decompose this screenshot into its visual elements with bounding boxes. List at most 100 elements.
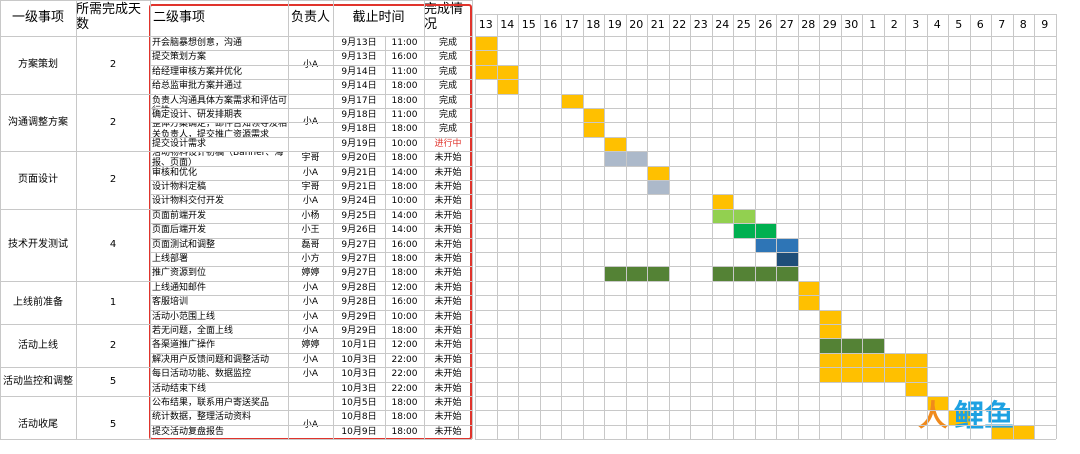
task-name[interactable]: 客服培训 [152,297,189,308]
task-name[interactable]: 确定设计、研发排期表 [152,110,243,121]
task-date[interactable]: 9月24日 [341,196,377,207]
date-column-header[interactable]: 21 [650,17,665,31]
task-time[interactable]: 18:00 [391,268,418,279]
task-name[interactable]: 推广资源到位 [152,268,207,279]
task-owner[interactable]: 小A [302,196,319,207]
task-date[interactable]: 9月28日 [341,297,377,308]
task-status[interactable]: 完成 [438,52,457,63]
date-column-header[interactable]: 22 [672,17,687,31]
task-name[interactable]: 页面后端开发 [152,225,207,236]
task-status[interactable]: 未开始 [434,369,462,380]
group-days[interactable]: 2 [109,339,117,351]
header-status[interactable]: 完成情况 [424,2,464,32]
task-name[interactable]: 提交设计需求 [152,138,207,149]
task-status[interactable]: 完成 [438,66,457,77]
merged-owner[interactable]: 小A [302,117,319,128]
task-name[interactable]: 审核和优化 [152,167,198,178]
task-status[interactable]: 未开始 [434,268,462,279]
task-time[interactable]: 10:00 [391,196,418,207]
task-status[interactable]: 未开始 [434,153,462,164]
task-date[interactable]: 9月29日 [341,326,377,337]
group-name[interactable]: 沟通调整方案 [8,116,68,128]
task-name[interactable]: 若无问题，全面上线 [152,326,234,337]
task-status[interactable]: 未开始 [434,426,462,437]
task-name[interactable]: 公布结果，联系用户寄送奖品 [152,398,270,409]
task-date[interactable]: 9月27日 [341,268,377,279]
task-status[interactable]: 未开始 [434,354,462,365]
task-status[interactable]: 未开始 [434,254,462,265]
group-name[interactable]: 方案策划 [18,59,58,71]
group-days[interactable]: 2 [109,59,117,71]
task-owner[interactable]: 小A [302,282,319,293]
task-owner[interactable]: 小A [302,167,319,178]
task-time[interactable]: 12:00 [391,282,418,293]
task-date[interactable]: 9月14日 [341,81,377,92]
task-name[interactable]: 整体方案确定，邮件告知领导及相关负责人，提交推广资源需求 [152,122,288,137]
task-date[interactable]: 9月27日 [341,254,377,265]
task-owner[interactable]: 宇哥 [301,182,320,193]
task-date[interactable]: 9月13日 [341,52,377,63]
task-time[interactable]: 16:00 [391,52,418,63]
task-time[interactable]: 18:00 [391,254,418,265]
task-time[interactable]: 14:00 [391,167,418,178]
task-owner[interactable]: 小杨 [301,210,320,221]
group-name[interactable]: 页面设计 [18,174,58,186]
task-status[interactable]: 未开始 [434,340,462,351]
group-days[interactable]: 1 [109,296,117,308]
task-owner[interactable]: 小A [302,326,319,337]
task-status[interactable]: 完成 [438,110,457,121]
group-name[interactable]: 技术开发测试 [8,239,68,251]
date-column-header[interactable]: 27 [779,17,794,31]
task-status[interactable]: 未开始 [434,210,462,221]
date-column-header[interactable]: 2 [890,17,898,31]
task-date[interactable]: 10月5日 [341,398,377,409]
task-date[interactable]: 10月3日 [341,354,377,365]
task-time[interactable]: 10:00 [391,138,418,149]
task-name[interactable]: 和产品、研发、设计、推广等相关负责人沟通具体方案需求和评估可行性 [152,94,288,108]
date-column-header[interactable]: 23 [693,17,708,31]
task-name[interactable]: 活动结束下线 [152,383,207,394]
date-column-header[interactable]: 25 [736,17,751,31]
task-time[interactable]: 18:00 [391,426,418,437]
task-date[interactable]: 9月21日 [341,167,377,178]
task-status[interactable]: 未开始 [434,182,462,193]
task-date[interactable]: 10月1日 [341,340,377,351]
task-time[interactable]: 18:00 [391,153,418,164]
task-owner[interactable]: 磊哥 [301,239,320,250]
task-owner[interactable]: 小A [302,354,319,365]
task-time[interactable]: 18:00 [391,326,418,337]
task-date[interactable]: 9月28日 [341,282,377,293]
date-column-header[interactable]: 29 [822,17,837,31]
date-column-header[interactable]: 20 [629,17,644,31]
task-time[interactable]: 18:00 [391,398,418,409]
task-name[interactable]: 页面前端开发 [152,210,207,221]
task-time[interactable]: 16:00 [391,239,418,250]
task-time[interactable]: 18:00 [391,81,418,92]
date-column-header[interactable]: 24 [715,17,730,31]
task-time[interactable]: 10:00 [391,311,418,322]
task-status[interactable]: 完成 [438,124,457,135]
task-name[interactable]: 页面测试和调整 [152,239,216,250]
date-column-header[interactable]: 30 [844,17,859,31]
task-date[interactable]: 9月27日 [341,239,377,250]
task-date[interactable]: 9月18日 [341,124,377,135]
task-time[interactable]: 12:00 [391,340,418,351]
task-time[interactable]: 18:00 [391,124,418,135]
task-name[interactable]: 上线部署 [152,254,189,265]
task-date[interactable]: 10月8日 [341,412,377,423]
task-name[interactable]: 开会脑暴想创意，沟通 [152,38,243,49]
task-name[interactable]: 解决用户反馈问题和调整活动 [152,354,270,365]
task-name[interactable]: 各渠道推广操作 [152,340,216,351]
task-name[interactable]: 每日活动功能、数据监控 [152,369,252,380]
task-time[interactable]: 18:00 [391,95,418,106]
merged-owner[interactable]: 小A [302,59,319,70]
task-status[interactable]: 未开始 [434,239,462,250]
task-name[interactable]: 给总监审批方案并通过 [152,81,243,92]
task-date[interactable]: 9月17日 [341,95,377,106]
group-name[interactable]: 活动收尾 [18,419,58,431]
task-status[interactable]: 完成 [438,38,457,49]
date-column-header[interactable]: 9 [1041,17,1049,31]
date-column-header[interactable]: 8 [1019,17,1027,31]
date-column-header[interactable]: 6 [976,17,984,31]
group-days[interactable]: 5 [109,375,117,387]
